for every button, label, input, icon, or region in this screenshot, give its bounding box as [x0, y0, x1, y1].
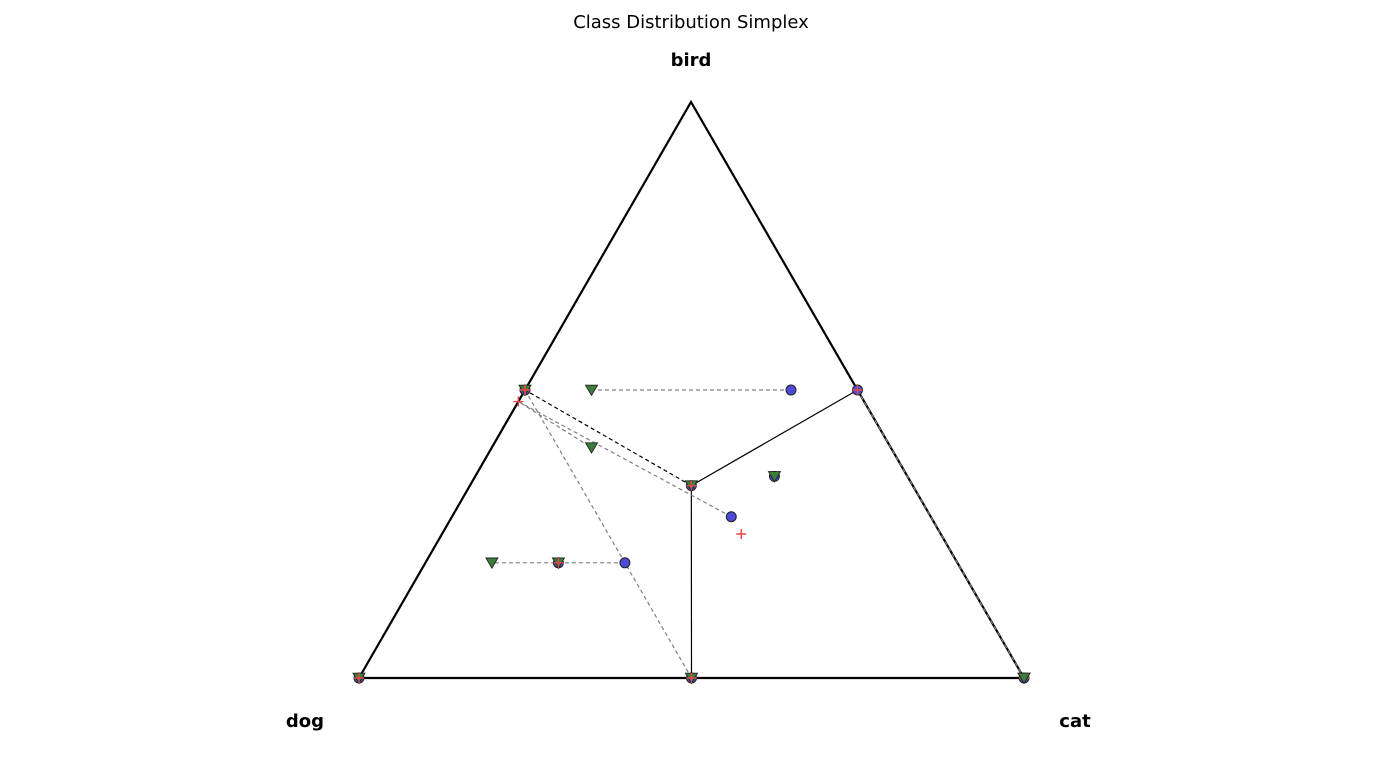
decision-boundary-line — [524, 389, 692, 487]
triangle-marker — [1017, 672, 1031, 685]
plot-area — [352, 99, 1031, 685]
plus-marker — [553, 557, 564, 568]
plus-marker — [686, 673, 697, 683]
triangle-marker — [584, 442, 599, 454]
vertex-label-bird: bird — [671, 50, 712, 71]
circle-marker — [619, 557, 631, 569]
example-path — [518, 400, 732, 518]
triangle-marker — [584, 384, 599, 397]
circle-marker — [785, 384, 797, 396]
example-path — [524, 389, 693, 679]
plus-marker — [520, 385, 530, 395]
triangle-marker — [767, 471, 782, 483]
decision-boundary-line — [691, 389, 858, 487]
plus-marker — [354, 673, 364, 683]
vertex-label-cat: cat — [1059, 711, 1091, 732]
plus-marker — [736, 529, 747, 539]
plus-marker — [852, 385, 863, 395]
vertex-label-dog: dog — [286, 711, 324, 732]
chart-title: Class Distribution Simplex — [573, 12, 809, 33]
triangle-marker — [485, 557, 499, 570]
plus-marker — [513, 396, 524, 407]
circle-marker — [725, 511, 737, 523]
plus-marker — [686, 480, 697, 491]
